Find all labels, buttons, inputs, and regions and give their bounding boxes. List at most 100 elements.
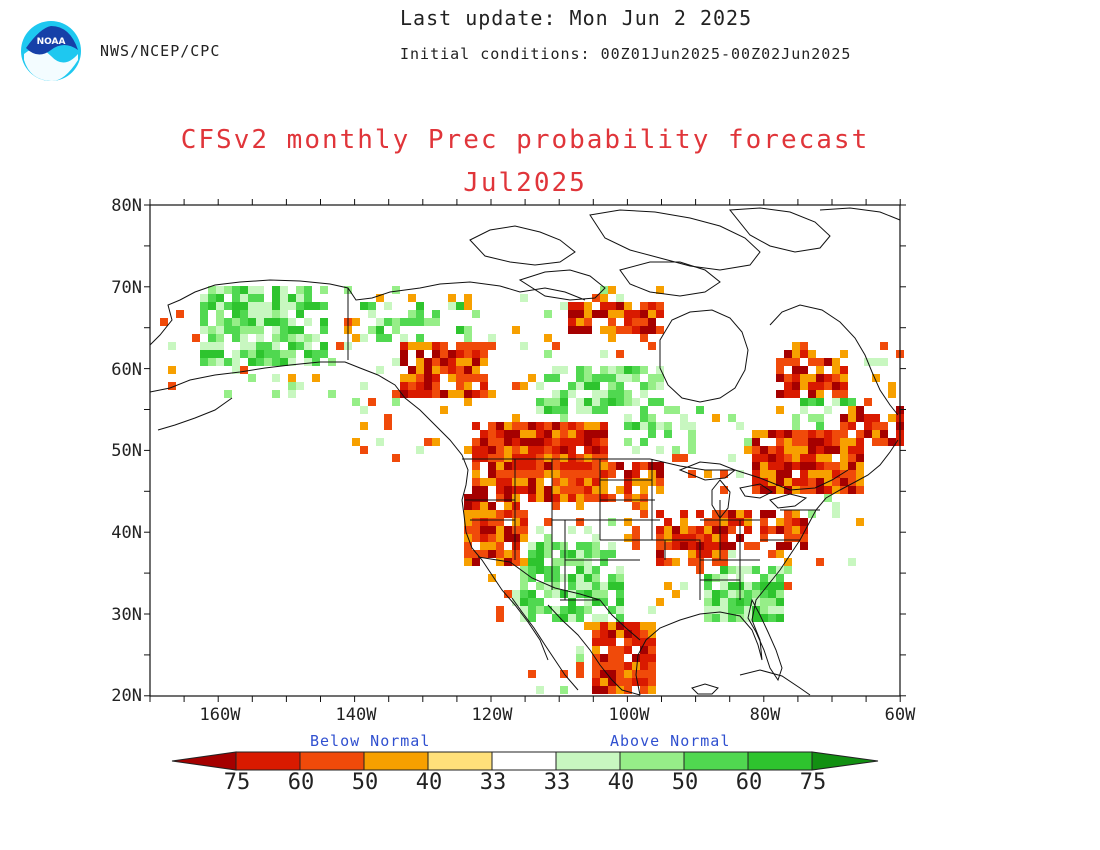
forecast-cell xyxy=(288,294,296,302)
forecast-cell xyxy=(816,486,824,494)
forecast-cell xyxy=(400,342,408,350)
forecast-cell xyxy=(400,382,408,390)
forecast-cell xyxy=(832,382,840,390)
forecast-cell xyxy=(776,606,784,614)
forecast-cell xyxy=(728,526,736,534)
forecast-cell xyxy=(664,582,672,590)
forecast-cell xyxy=(736,606,744,614)
forecast-cell xyxy=(544,438,552,446)
forecast-cell xyxy=(288,374,296,382)
forecast-cell xyxy=(224,318,232,326)
forecast-cell xyxy=(752,462,760,470)
forecast-cell xyxy=(704,606,712,614)
forecast-cell xyxy=(784,478,792,486)
forecast-cell xyxy=(232,334,240,342)
forecast-cell xyxy=(640,382,648,390)
forecast-cell xyxy=(808,382,816,390)
forecast-cell xyxy=(272,374,280,382)
forecast-cell xyxy=(464,446,472,454)
forecast-cell xyxy=(552,430,560,438)
forecast-cell xyxy=(584,382,592,390)
forecast-cell xyxy=(792,462,800,470)
forecast-cell xyxy=(456,382,464,390)
forecast-cell xyxy=(872,430,880,438)
forecast-cell xyxy=(808,414,816,422)
forecast-cell xyxy=(800,430,808,438)
forecast-cell xyxy=(608,366,616,374)
forecast-cell xyxy=(752,542,760,550)
forecast-cell xyxy=(792,374,800,382)
forecast-cell xyxy=(520,534,528,542)
forecast-cell xyxy=(648,398,656,406)
forecast-cell xyxy=(736,422,744,430)
forecast-cell xyxy=(624,622,632,630)
forecast-cell xyxy=(824,494,832,502)
forecast-cell xyxy=(672,406,680,414)
forecast-cell xyxy=(672,558,680,566)
forecast-cell xyxy=(584,478,592,486)
forecast-cell xyxy=(552,606,560,614)
forecast-cell xyxy=(664,518,672,526)
forecast-cell xyxy=(472,358,480,366)
forecast-cell xyxy=(616,366,624,374)
forecast-cell xyxy=(248,350,256,358)
forecast-cell xyxy=(288,318,296,326)
forecast-cell xyxy=(768,582,776,590)
forecast-cell xyxy=(544,350,552,358)
forecast-cell xyxy=(520,558,528,566)
forecast-cell xyxy=(592,686,600,694)
forecast-cell xyxy=(768,526,776,534)
forecast-cell xyxy=(512,502,520,510)
forecast-cell xyxy=(360,334,368,342)
forecast-cell xyxy=(592,478,600,486)
forecast-cell xyxy=(424,358,432,366)
forecast-cell xyxy=(472,310,480,318)
forecast-cell xyxy=(432,438,440,446)
forecast-cell xyxy=(528,550,536,558)
forecast-cell xyxy=(544,534,552,542)
forecast-cell xyxy=(768,510,776,518)
forecast-cell xyxy=(784,438,792,446)
forecast-cell xyxy=(792,382,800,390)
forecast-cell xyxy=(280,310,288,318)
forecast-cell xyxy=(616,646,624,654)
forecast-cell xyxy=(496,526,504,534)
forecast-cell xyxy=(704,526,712,534)
forecast-cell xyxy=(376,366,384,374)
forecast-cell xyxy=(320,342,328,350)
forecast-cell xyxy=(272,326,280,334)
forecast-cell xyxy=(640,318,648,326)
forecast-cell xyxy=(488,542,496,550)
forecast-cell xyxy=(544,606,552,614)
forecast-cell xyxy=(232,350,240,358)
forecast-cell xyxy=(552,470,560,478)
forecast-cell xyxy=(632,542,640,550)
forecast-cell xyxy=(512,454,520,462)
colorbar-cell-8 xyxy=(747,751,813,771)
forecast-cell xyxy=(544,430,552,438)
forecast-cell xyxy=(800,534,808,542)
forecast-cell xyxy=(688,438,696,446)
forecast-cell xyxy=(568,446,576,454)
forecast-cell xyxy=(296,382,304,390)
forecast-cell xyxy=(360,422,368,430)
forecast-cell xyxy=(616,622,624,630)
forecast-cell xyxy=(536,542,544,550)
forecast-cell xyxy=(840,430,848,438)
forecast-cell xyxy=(528,462,536,470)
forecast-cell xyxy=(240,366,248,374)
forecast-cell xyxy=(272,358,280,366)
forecast-cell xyxy=(776,446,784,454)
forecast-cell xyxy=(536,446,544,454)
forecast-cell xyxy=(400,350,408,358)
forecast-cell xyxy=(784,486,792,494)
forecast-cell xyxy=(624,470,632,478)
forecast-cell xyxy=(688,470,696,478)
forecast-cell xyxy=(632,374,640,382)
forecast-cell xyxy=(512,486,520,494)
forecast-cell xyxy=(264,358,272,366)
colorbar-label-a75: 75 xyxy=(799,770,827,795)
forecast-cell xyxy=(584,366,592,374)
forecast-cell xyxy=(520,598,528,606)
